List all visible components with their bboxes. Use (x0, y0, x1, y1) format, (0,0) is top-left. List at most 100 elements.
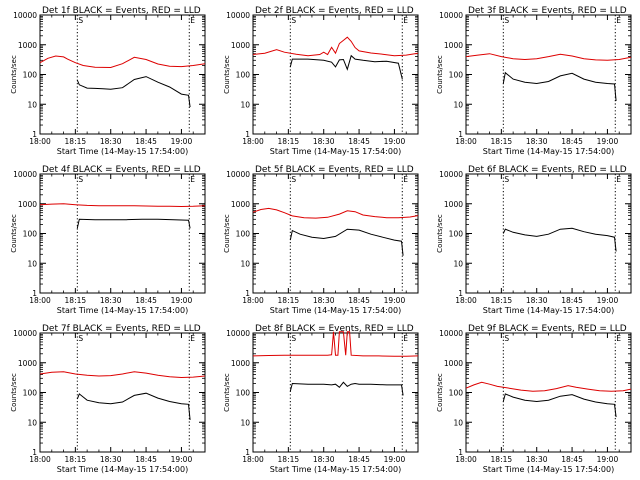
x-tick-label: 18:30 (313, 296, 335, 305)
y-tick-label: 10 (27, 418, 37, 427)
series-events-line (502, 227, 617, 252)
y-tick-label: 100 (236, 230, 251, 239)
panel-title: Det 3f BLACK = Events, RED = LLD (468, 6, 627, 16)
y-tick-label: 10 (27, 259, 37, 268)
y-axis-label: Counts/sec (223, 214, 231, 253)
series-lld-line (253, 207, 418, 219)
y-tick-label: 1 (458, 130, 463, 139)
x-axis-label: Start Time (14-May-15 17:54:00) (57, 465, 188, 474)
y-tick-label: 1 (458, 448, 463, 457)
marker-S-label: S (504, 16, 509, 25)
x-tick-label: 19:00 (384, 296, 406, 305)
marker-S-label: S (78, 334, 83, 343)
x-tick-label: 18:00 (242, 455, 264, 464)
panel-6: Det 6f BLACK = Events, RED = LLD 1 10 100 10… (436, 165, 632, 315)
y-tick-label: 1000 (231, 200, 250, 209)
x-tick-label: 18:00 (29, 296, 51, 305)
panel-title: Det 4f BLACK = Events, RED = LLD (42, 165, 201, 175)
y-tick-label: 1 (245, 289, 250, 298)
y-axis-label: Counts/sec (436, 214, 444, 253)
y-axis-label: Counts/sec (10, 373, 18, 412)
x-tick-label: 19:00 (171, 296, 193, 305)
series-lld-line (40, 203, 205, 208)
series-events-line (502, 393, 617, 418)
x-tick-label: 18:30 (100, 137, 122, 146)
plot-frame (252, 14, 419, 135)
x-tick-label: 18:00 (242, 296, 264, 305)
x-tick-label: 18:45 (561, 296, 583, 305)
x-tick-label: 19:00 (597, 137, 619, 146)
x-axis-label: Start Time (14-May-15 17:54:00) (483, 306, 614, 315)
x-tick-label: 18:15 (278, 296, 300, 305)
marker-S-label: S (291, 334, 296, 343)
x-tick-label: 18:00 (29, 455, 51, 464)
x-tick-label: 18:15 (278, 455, 300, 464)
x-axis-label: Start Time (14-May-15 17:54:00) (270, 147, 401, 156)
panel-title: Det 9f BLACK = Events, RED = LLD (468, 324, 627, 334)
x-tick-label: 18:15 (65, 137, 87, 146)
panel-5: Det 5f BLACK = Events, RED = LLD 1 10 100 10… (223, 165, 419, 315)
x-tick-label: 18:30 (526, 137, 548, 146)
series-events-line (502, 71, 617, 101)
y-tick-label: 1 (32, 130, 37, 139)
y-tick-label: 1000 (444, 200, 463, 209)
plot-frame (39, 14, 206, 135)
y-tick-label: 10000 (226, 329, 250, 338)
marker-S-label: S (291, 16, 296, 25)
y-tick-label: 100 (236, 389, 251, 398)
x-tick-label: 18:30 (313, 137, 335, 146)
y-tick-label: 1000 (231, 41, 250, 50)
x-tick-label: 18:15 (65, 455, 87, 464)
marker-E-label: E (403, 175, 408, 184)
y-tick-label: 1 (32, 289, 37, 298)
y-axis-label: Counts/sec (10, 214, 18, 253)
y-tick-label: 1000 (18, 359, 37, 368)
marker-E-label: E (616, 16, 621, 25)
x-tick-label: 18:30 (313, 455, 335, 464)
marker-E-label: E (616, 334, 621, 343)
y-tick-label: 1000 (231, 359, 250, 368)
panel-2: Det 2f BLACK = Events, RED = LLD 1 10 100 10… (223, 6, 419, 156)
x-tick-label: 19:00 (384, 137, 406, 146)
y-tick-label: 10 (240, 418, 250, 427)
x-tick-label: 18:45 (561, 455, 583, 464)
plot-frame (39, 173, 206, 294)
x-tick-label: 19:00 (171, 137, 193, 146)
panel-8: Det 8f BLACK = Events, RED = LLD 1 10 100 10… (223, 324, 419, 474)
x-tick-label: 18:15 (65, 296, 87, 305)
marker-S-label: S (504, 334, 509, 343)
y-tick-label: 1 (458, 289, 463, 298)
x-axis-label: Start Time (14-May-15 17:54:00) (483, 147, 614, 156)
x-tick-label: 18:15 (278, 137, 300, 146)
panel-7: Det 7f BLACK = Events, RED = LLD 1 10 100 10… (10, 324, 206, 474)
y-tick-label: 1 (32, 448, 37, 457)
y-axis-label: Counts/sec (223, 55, 231, 94)
plot-frame (252, 173, 419, 294)
y-axis-label: Counts/sec (10, 55, 18, 94)
x-tick-label: 18:45 (135, 137, 157, 146)
series-lld-line (466, 53, 631, 61)
x-tick-label: 18:00 (455, 455, 477, 464)
series-events-line (76, 76, 191, 108)
plot-frame (465, 14, 632, 135)
panel-1: Det 1f BLACK = Events, RED = LLD 1 10 100 10… (10, 6, 206, 156)
panel-title: Det 8f BLACK = Events, RED = LLD (255, 324, 414, 334)
y-tick-label: 100 (449, 71, 464, 80)
y-axis-label: Counts/sec (223, 373, 231, 412)
x-tick-label: 18:00 (29, 137, 51, 146)
plot-frame (39, 332, 206, 453)
x-tick-label: 19:00 (597, 455, 619, 464)
marker-S-label: S (78, 16, 83, 25)
y-tick-label: 10000 (13, 170, 37, 179)
x-axis-label: Start Time (14-May-15 17:54:00) (57, 147, 188, 156)
marker-E-label: E (403, 334, 408, 343)
y-tick-label: 10000 (439, 11, 463, 20)
x-axis-label: Start Time (14-May-15 17:54:00) (270, 465, 401, 474)
series-events-line (289, 228, 404, 256)
y-tick-label: 10000 (13, 11, 37, 20)
x-axis-label: Start Time (14-May-15 17:54:00) (483, 465, 614, 474)
x-tick-label: 18:30 (100, 296, 122, 305)
panel-title: Det 7f BLACK = Events, RED = LLD (42, 324, 201, 334)
y-tick-label: 1000 (18, 200, 37, 209)
y-tick-label: 1000 (444, 359, 463, 368)
